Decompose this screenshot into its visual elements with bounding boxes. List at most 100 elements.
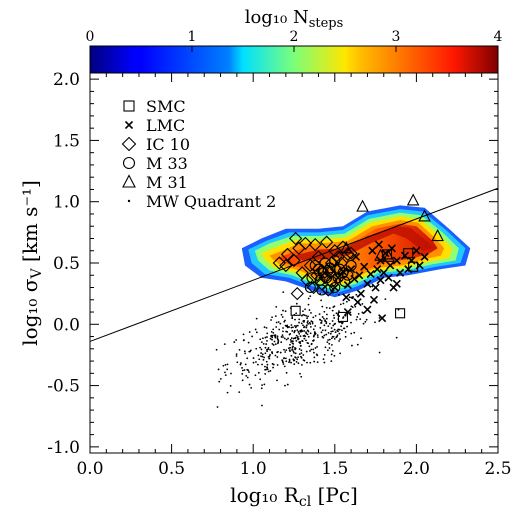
y-tick-label: 1.0 (53, 193, 80, 213)
ic10-marker (121, 136, 137, 152)
mw-point (334, 331, 337, 334)
legend-label: IC 10 (146, 135, 190, 154)
colorbar-tick-label: 3 (392, 29, 401, 45)
m33-marker (342, 269, 354, 281)
mw-point (312, 328, 315, 331)
mw-point (239, 363, 242, 366)
y-axis: -1.0 -0.5 0.0 0.5 1.0 1.5 2.0 (47, 70, 498, 458)
ic10-marker (321, 283, 335, 297)
mw-point (322, 317, 325, 320)
mw-point (274, 336, 277, 339)
legend-label: SMC (146, 97, 186, 116)
m33-marker (314, 274, 326, 286)
mw-point (266, 368, 269, 371)
lmc-marker (124, 120, 134, 130)
mw-point (282, 361, 284, 364)
mw-point (309, 350, 311, 352)
mw-point (263, 383, 266, 386)
mw-point (241, 367, 243, 369)
colorbar-ticks: 0 1 2 3 4 (86, 29, 503, 52)
mw-point (274, 343, 277, 346)
mw-point (307, 342, 310, 345)
mw-point (320, 321, 322, 324)
mw-point (345, 300, 348, 303)
mw-point (244, 352, 246, 355)
mw-point (280, 336, 283, 338)
x-axis-label: log₁₀ Rcl [Pc] (230, 483, 358, 510)
mw-point (257, 371, 260, 374)
mw-point (260, 341, 263, 344)
mw-point (290, 361, 292, 364)
mw-point (283, 348, 285, 351)
mw-point (235, 355, 238, 357)
m33-marker (326, 275, 338, 287)
mw-point (266, 336, 268, 338)
x-axis: 0.0 0.5 1.0 1.5 2.0 2.5 (76, 73, 512, 479)
mw-point (306, 321, 309, 324)
mw-point (243, 350, 246, 353)
mw-point (324, 319, 326, 322)
mw-point (296, 329, 299, 332)
mw-point (265, 326, 268, 329)
mw-point (338, 310, 340, 313)
mw-point (261, 355, 264, 358)
mw-point (246, 368, 249, 371)
mw-point (222, 364, 225, 367)
mw-point (300, 329, 303, 332)
mw-point (257, 363, 259, 366)
mw-point (361, 303, 364, 305)
mw-point (286, 383, 289, 386)
mw-point (294, 318, 296, 321)
mw-point (322, 358, 325, 361)
mw-point (270, 330, 273, 333)
m33-marker (319, 257, 331, 269)
mw-point (261, 353, 264, 356)
mw-point (277, 339, 280, 342)
mw-point (293, 351, 295, 354)
mw-point (266, 363, 269, 366)
mw-point (286, 325, 289, 328)
m31-marker (382, 249, 395, 262)
mw-point (233, 341, 236, 343)
mw-point (310, 320, 313, 323)
mw-point (308, 345, 311, 348)
mw-point (294, 326, 297, 329)
mw-point (303, 325, 306, 328)
lmc-marker (369, 295, 379, 304)
mw-point (325, 317, 328, 320)
mw-point (284, 319, 286, 322)
mw-point (291, 316, 294, 318)
mw-point (285, 360, 288, 363)
legend-item: M 31 (122, 173, 188, 192)
mw-point (351, 306, 354, 309)
mw-point (226, 368, 229, 371)
mw-point (296, 358, 299, 361)
mw-point (313, 351, 315, 354)
mw-point (302, 310, 304, 313)
mw-point (266, 350, 269, 353)
mw-point (289, 333, 292, 335)
mw-point (307, 303, 310, 306)
x-tick-label: 1.0 (240, 459, 267, 479)
mw-point (332, 314, 335, 317)
mw-point (264, 373, 267, 375)
lmc-marker (376, 276, 385, 285)
mw-point (298, 321, 300, 324)
mw-point (266, 332, 269, 335)
mw-point (310, 348, 313, 351)
mw-point (276, 342, 279, 345)
mw-point (269, 337, 272, 340)
m31-marker (418, 209, 431, 222)
mw-point (255, 331, 258, 334)
lmc-marker (363, 279, 372, 288)
mw-point (336, 329, 339, 332)
mw-point (335, 312, 338, 315)
mw-point (283, 337, 286, 340)
smc-marker (290, 305, 301, 316)
mw-point (240, 362, 242, 364)
mw-point (291, 330, 294, 332)
mw-point (339, 338, 341, 341)
mw-point (395, 336, 398, 339)
mw-point (312, 348, 315, 351)
ic10-marker (298, 236, 313, 251)
